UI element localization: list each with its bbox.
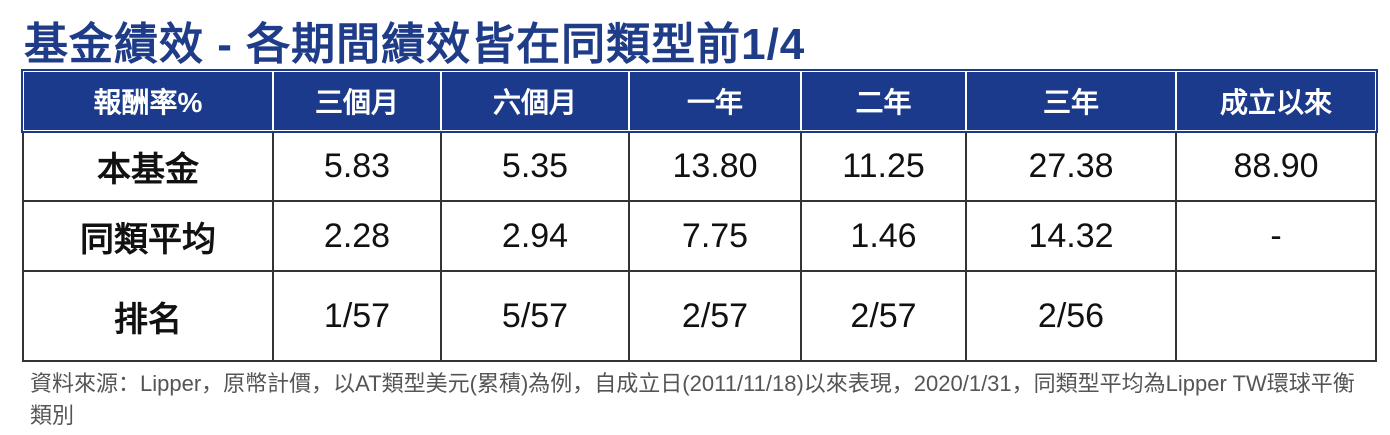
header-cell: 一年 xyxy=(628,70,802,132)
table-cell: 2/56 xyxy=(965,270,1177,362)
table-row: 排名 1/57 5/57 2/57 2/57 2/56 xyxy=(22,270,1377,362)
header-cell: 二年 xyxy=(800,70,967,132)
table-cell: 14.32 xyxy=(965,200,1177,272)
table-cell: 排名 xyxy=(22,270,274,362)
table-cell: 2.94 xyxy=(440,200,630,272)
table-body: 本基金 5.83 5.35 13.80 11.25 27.38 88.90 同類平均 2.28 2… xyxy=(22,130,1377,362)
performance-table: 報酬率% 三個月 六個月 一年 二年 三年 成立以來 本基金 5.83 5.35 13.80 11.… xyxy=(21,69,1378,362)
table-cell: - xyxy=(1175,200,1377,272)
table-row: 同類平均 2.28 2.94 7.75 1.46 14.32- xyxy=(22,200,1377,272)
table-cell: 7.75 xyxy=(628,200,802,272)
table-cell: 1/57 xyxy=(272,270,442,362)
table-cell: 2/57 xyxy=(800,270,967,362)
table-cell: 1.46 xyxy=(800,200,967,272)
table-cell: 同類平均 xyxy=(22,200,274,272)
header-row: 報酬率% 三個月 六個月 一年 二年 三年 成立以來 xyxy=(21,69,1378,133)
header-cell: 三個月 xyxy=(272,70,442,132)
table-cell: 本基金 xyxy=(22,130,274,202)
footnote: 資料來源：Lipper，原幣計價，以AT類型美元(累積)為例，自成立日(2011… xyxy=(30,371,1355,428)
table-row: 本基金 5.83 5.35 13.80 11.25 27.38 88.90 xyxy=(22,130,1377,202)
table-cell: 2/57 xyxy=(628,270,802,362)
empty-cell xyxy=(1175,270,1377,362)
table-cell: 13.80 xyxy=(628,130,802,202)
table-cell: 11.25 xyxy=(800,130,967,202)
header-cell: 報酬率% xyxy=(22,70,274,132)
table-cell: 2.28 xyxy=(272,200,442,272)
header-cell: 六個月 xyxy=(440,70,630,132)
table-cell: 5.35 xyxy=(440,130,630,202)
table-cell: 27.38 xyxy=(965,130,1177,202)
table-cell: 5/57 xyxy=(440,270,630,362)
header-cell: 成立以來 xyxy=(1175,70,1377,132)
table-cell: 5.83 xyxy=(272,130,442,202)
title: 基金績效 - 各期間績效皆在同類型前1/4 xyxy=(24,20,806,69)
table-cell: 88.90 xyxy=(1175,130,1377,202)
header-cell: 三年 xyxy=(965,70,1177,132)
